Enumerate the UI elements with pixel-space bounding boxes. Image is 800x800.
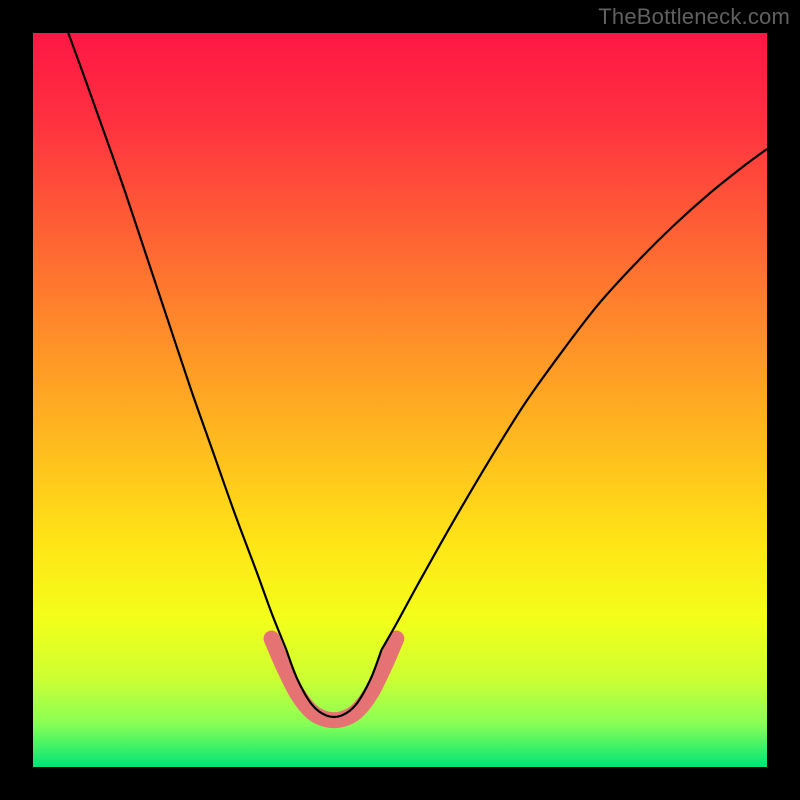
- gradient-background: [33, 33, 767, 767]
- bottleneck-chart: [0, 0, 800, 800]
- chart-container: TheBottleneck.com: [0, 0, 800, 800]
